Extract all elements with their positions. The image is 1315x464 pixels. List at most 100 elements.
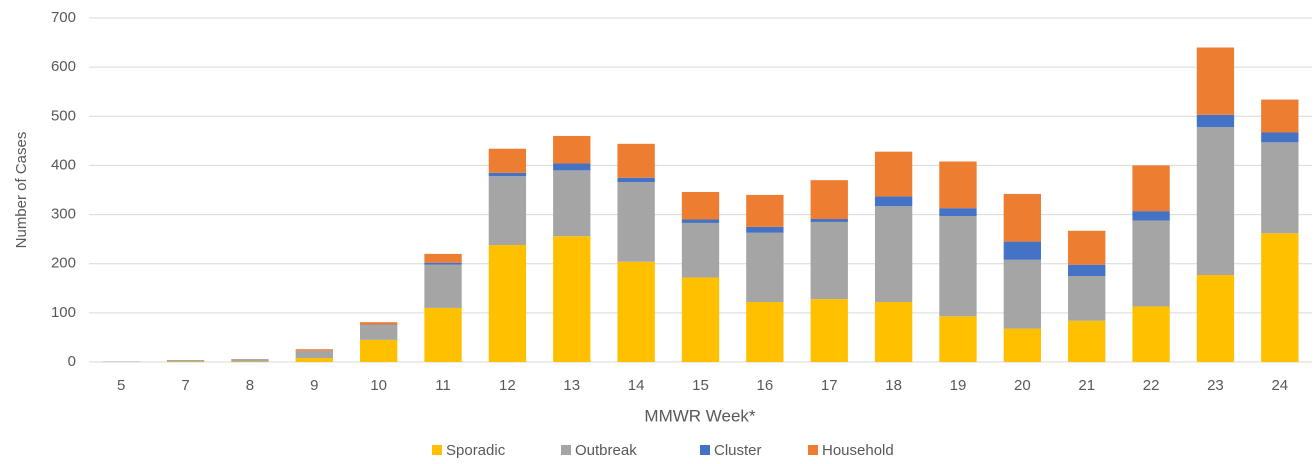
bar-segment: [682, 223, 719, 278]
y-tick-label: 200: [51, 255, 76, 272]
bar-segment: [617, 182, 654, 262]
x-tick-label: 7: [181, 377, 189, 394]
bar-segment: [746, 227, 783, 233]
x-tick-label: 9: [310, 377, 318, 394]
bar-segment: [553, 163, 590, 170]
bar-segment: [1132, 165, 1169, 211]
bar-segment: [489, 176, 526, 245]
y-tick-label: 0: [68, 353, 76, 370]
bar-segment: [296, 358, 333, 362]
bar-segment: [360, 340, 397, 362]
bar-segment: [296, 351, 333, 358]
bar-segment: [424, 308, 461, 362]
x-tick-label: 12: [499, 377, 516, 394]
x-tick-label: 15: [692, 377, 709, 394]
bar-segment: [1197, 47, 1234, 114]
bar-segment: [1261, 142, 1298, 233]
x-tick-label: 19: [950, 377, 967, 394]
bar-segment: [231, 359, 268, 361]
y-tick-label: 700: [51, 9, 76, 26]
bar-segment: [939, 316, 976, 362]
bar-segment: [682, 192, 719, 220]
bar-segment: [811, 180, 848, 219]
y-tick-label: 400: [51, 156, 76, 173]
bar-segment: [1068, 231, 1105, 265]
y-axis-label: Number of Cases: [13, 132, 30, 249]
legend-label: Cluster: [714, 442, 762, 459]
bar-segment: [296, 349, 333, 350]
bar-segment: [875, 206, 912, 302]
bar-segment: [1068, 321, 1105, 362]
x-tick-label: 18: [885, 377, 902, 394]
x-tick-label: 8: [246, 377, 254, 394]
legend-swatch: [561, 445, 571, 455]
bar-segment: [617, 144, 654, 178]
bar-segment: [360, 322, 397, 324]
bar-segment: [553, 236, 590, 362]
legend-label: Outbreak: [575, 442, 637, 459]
x-tick-label: 22: [1143, 377, 1160, 394]
bar-segment: [1004, 242, 1041, 260]
x-tick-label: 11: [435, 377, 451, 394]
bar-segment: [1197, 115, 1234, 127]
bar-segment: [811, 222, 848, 299]
bar-segment: [746, 302, 783, 362]
bar-segment: [1132, 306, 1169, 362]
bar-segment: [617, 178, 654, 182]
bar-segment: [424, 254, 461, 263]
bar-segment: [811, 219, 848, 222]
x-tick-label: 23: [1207, 377, 1224, 394]
bar-segment: [939, 208, 976, 216]
legend-label: Sporadic: [446, 442, 506, 459]
bar-segment: [1004, 194, 1041, 242]
legend-label: Household: [822, 442, 894, 459]
bar-segment: [682, 277, 719, 362]
bar-segment: [617, 262, 654, 362]
bar-segment: [360, 325, 397, 340]
bar-segment: [1068, 276, 1105, 321]
y-tick-label: 500: [51, 107, 76, 124]
bar-segment: [553, 136, 590, 164]
legend-swatch: [700, 445, 710, 455]
bar-segment: [424, 263, 461, 265]
x-tick-label: 10: [370, 377, 387, 394]
bar-segment: [489, 245, 526, 362]
legend-swatch: [432, 445, 442, 455]
bar-segment: [424, 265, 461, 308]
bar-segment: [746, 233, 783, 302]
bar-segment: [1068, 265, 1105, 276]
x-axis-label: MMWR Week*: [644, 406, 756, 425]
bar-segment: [875, 302, 912, 362]
x-tick-label: 17: [821, 377, 838, 394]
bar-segment: [682, 219, 719, 222]
bar-segment: [489, 149, 526, 173]
bar-segment: [167, 360, 204, 361]
x-tick-label: 20: [1014, 377, 1031, 394]
bar-segment: [1261, 100, 1298, 133]
bar-segment: [1197, 275, 1234, 362]
bar-segment: [939, 161, 976, 208]
bar-segment: [489, 173, 526, 176]
bar-segment: [1132, 220, 1169, 306]
y-tick-label: 300: [51, 206, 76, 223]
bar-segment: [1004, 260, 1041, 329]
bar-segment: [1004, 329, 1041, 362]
bar-segment: [811, 299, 848, 362]
x-tick-label: 24: [1271, 377, 1288, 394]
x-tick-label: 14: [628, 377, 645, 394]
legend-swatch: [808, 445, 818, 455]
y-tick-label: 100: [51, 304, 76, 321]
bar-segment: [939, 216, 976, 316]
x-tick-label: 5: [117, 377, 125, 394]
bar-segment: [1132, 211, 1169, 220]
bar-segment: [1197, 127, 1234, 275]
bar-segment: [553, 170, 590, 236]
bar-segment: [1261, 133, 1298, 143]
bar-segment: [875, 152, 912, 197]
y-tick-label: 600: [51, 58, 76, 75]
bar-segment: [875, 196, 912, 206]
bar-segment: [746, 195, 783, 227]
x-tick-label: 21: [1078, 377, 1095, 394]
x-tick-label: 16: [757, 377, 774, 394]
